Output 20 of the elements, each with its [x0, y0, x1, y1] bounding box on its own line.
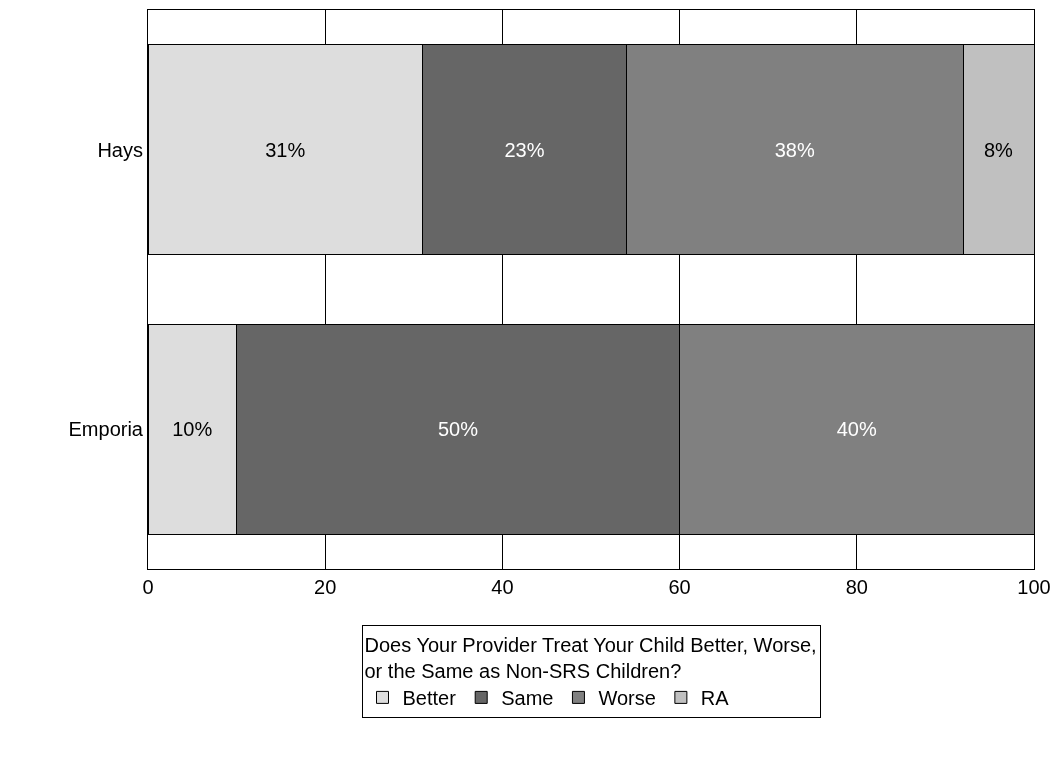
- x-tick-label: 100: [1017, 576, 1051, 598]
- x-tick-label: 20: [314, 576, 337, 598]
- x-tick-label: 60: [668, 576, 691, 598]
- data-label: 23%: [504, 138, 545, 161]
- x-tick-label: 0: [142, 576, 154, 598]
- data-label: 31%: [265, 138, 306, 161]
- data-label: 38%: [774, 138, 815, 161]
- legend-label: Better: [402, 687, 457, 710]
- legend-label: RA: [700, 687, 730, 710]
- y-tick-label: Emporia: [68, 418, 144, 441]
- legend-label: Worse: [598, 687, 656, 710]
- legend-label: Same: [501, 687, 554, 710]
- legend-title: Does Your Provider Treat Your Child Better, Worse, or the Same as Non-SRS Children?: [364, 633, 817, 682]
- data-label: 50%: [437, 418, 479, 441]
- data-label: 8%: [984, 138, 1014, 161]
- data-label: 10%: [172, 418, 213, 441]
- y-tick-label: Hays: [97, 138, 143, 161]
- data-label: 40%: [836, 418, 877, 441]
- x-tick-label: 40: [491, 576, 514, 598]
- x-tick-label: 80: [845, 576, 868, 598]
